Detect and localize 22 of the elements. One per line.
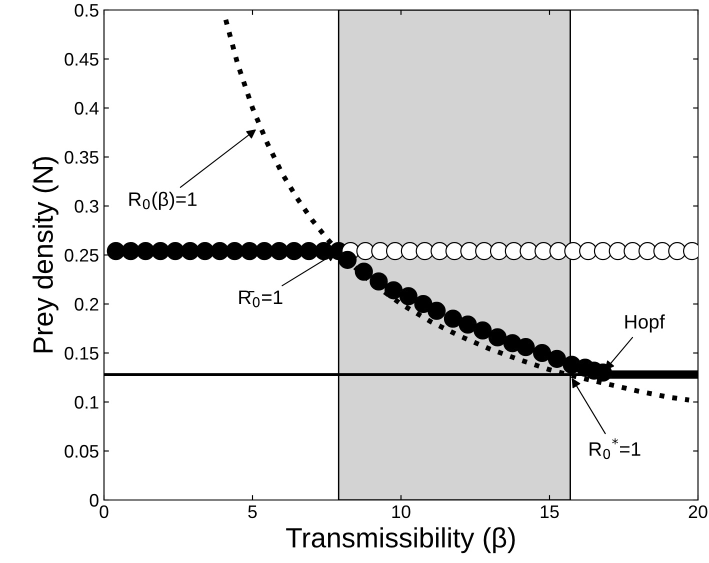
y-tick-label: 0.25: [64, 248, 98, 262]
x-tick-label: 20: [688, 505, 708, 518]
x-tick-label: 0: [100, 505, 108, 518]
y-tick-label: 0.2: [74, 298, 98, 311]
y-tick-label: 0.15: [64, 346, 98, 360]
y-tick-label: 0.1: [74, 396, 98, 409]
annotation: Hopf: [625, 314, 665, 333]
x-tick-label: 15: [540, 506, 559, 518]
x-tick-label: 5: [248, 506, 257, 518]
annotation: R$_{0}$$^{*}$=1: [590, 438, 640, 460]
y-tick-label: 0.45: [64, 52, 98, 66]
y-axis-title: Prey density (N̄): [32, 157, 58, 352]
annotation: R̄$_{0}$=1: [239, 290, 282, 308]
y-tick-label: 0.05: [64, 444, 98, 458]
y-tick-label: 0.35: [64, 150, 98, 164]
x-axis-title: Transmissibility (β): [286, 527, 515, 554]
annotation: R$_{0}$(β)=1: [129, 192, 197, 210]
y-tick-label: 0: [90, 494, 98, 507]
y-tick-label: 0.4: [74, 102, 99, 115]
y-tick-label: 0.5: [74, 4, 98, 17]
x-tick-label: 10: [392, 505, 410, 518]
y-tick-label: 0.3: [74, 200, 98, 213]
